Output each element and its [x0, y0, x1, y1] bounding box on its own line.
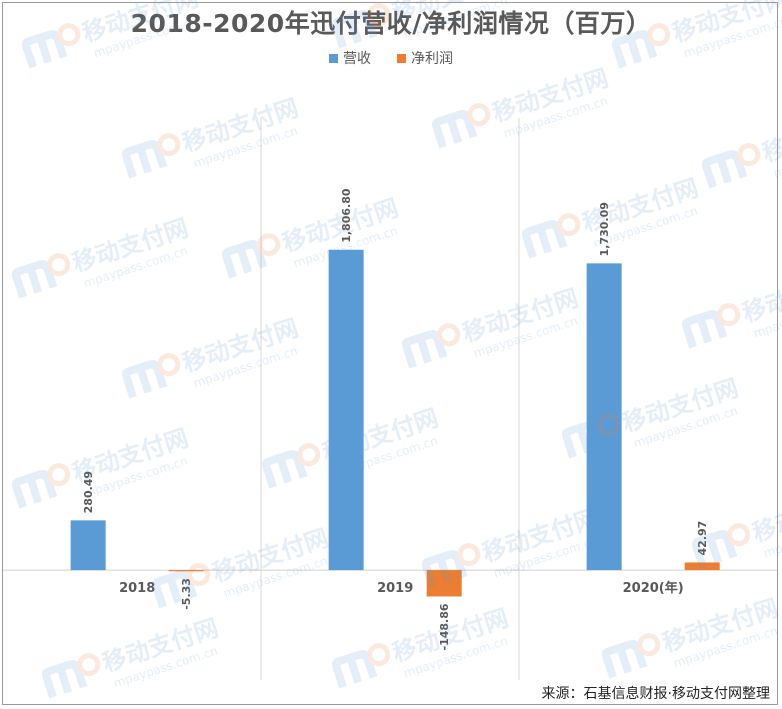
- category-label-2: 2020(年): [623, 580, 684, 596]
- data-label-net-profit-2: 42.97: [696, 521, 709, 556]
- bar-revenue-1: [328, 249, 364, 571]
- legend-swatch-net-profit: [397, 53, 406, 63]
- legend-label-net-profit: 净利润: [411, 51, 453, 67]
- data-label-net-profit-1: -148.86: [438, 603, 451, 650]
- legend-swatch-revenue: [329, 53, 338, 63]
- chart-title: 2018-2020年迅付营收/净利润情况（百万）: [130, 9, 652, 38]
- data-label-revenue-2: 1,730.09: [598, 202, 611, 256]
- source-note: 来源：石基信息财报·移动支付网整理: [541, 686, 770, 702]
- data-label-net-profit-0: -5.33: [180, 578, 193, 610]
- category-label-1: 2019: [377, 581, 413, 596]
- legend-item-revenue: 营收: [329, 48, 371, 68]
- legend-item-net-profit: 净利润: [397, 48, 453, 68]
- bar-net-profit-1: [426, 570, 462, 597]
- category-label-0: 2018: [119, 581, 155, 596]
- legend: 营收 净利润: [0, 48, 782, 68]
- bar-net-profit-0: [168, 570, 204, 572]
- bar-net-profit-2: [684, 562, 720, 571]
- data-label-revenue-1: 1,806.80: [340, 188, 353, 243]
- bar-revenue-0: [70, 520, 106, 571]
- data-label-revenue-0: 280.49: [82, 471, 95, 513]
- legend-label-revenue: 营收: [343, 51, 371, 67]
- bar-revenue-2: [586, 263, 622, 571]
